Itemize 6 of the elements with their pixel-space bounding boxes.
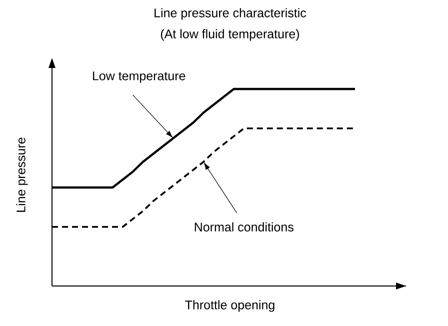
- chart-title: Line pressure characteristic: [154, 8, 306, 20]
- annotation: Normal conditions: [194, 222, 294, 232]
- text: Low temperature: [92, 72, 186, 83]
- x-axis-title: Throttle opening: [185, 300, 274, 312]
- chart-subtitle: (At low fluid temperature): [160, 29, 300, 41]
- y-axis-title: Line pressure: [16, 138, 28, 212]
